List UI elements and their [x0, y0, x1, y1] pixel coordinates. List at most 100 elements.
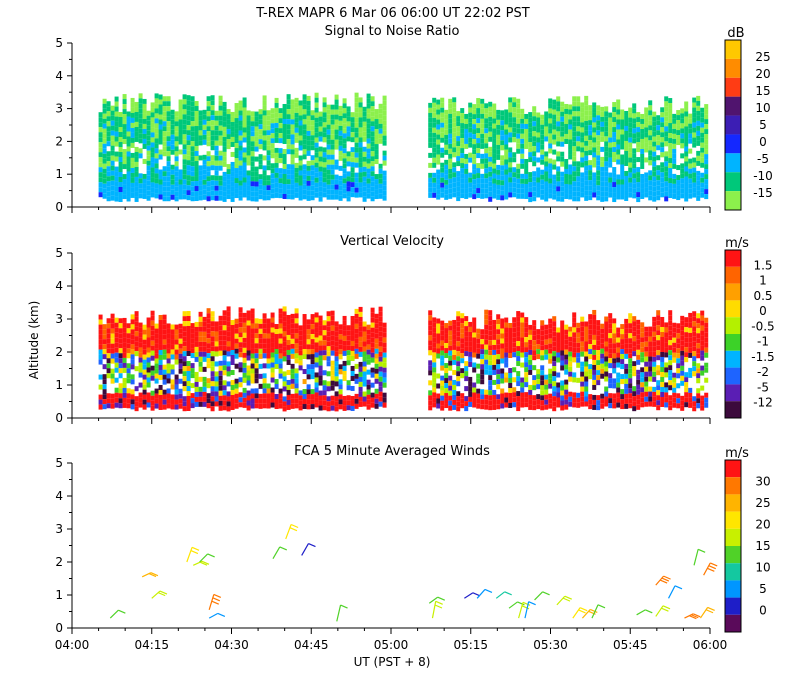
- heatmap-cell: [126, 186, 131, 192]
- heatmap-cell: [126, 111, 131, 117]
- heatmap-cell: [532, 335, 537, 341]
- heatmap-cell: [532, 395, 537, 401]
- heatmap-cell: [596, 375, 601, 381]
- heatmap-cell: [218, 315, 223, 321]
- heatmap-cell: [556, 357, 561, 363]
- heatmap-cell: [500, 393, 505, 399]
- heatmap-cell: [182, 331, 187, 337]
- heatmap-cell: [488, 126, 493, 132]
- heatmap-cell: [468, 137, 473, 143]
- heatmap-cell: [146, 195, 151, 201]
- heatmap-cell: [338, 399, 343, 405]
- heatmap-cell: [118, 137, 123, 143]
- heatmap-cell: [636, 369, 641, 375]
- heatmap-cell: [624, 363, 629, 369]
- heatmap-cell: [648, 361, 653, 367]
- heatmap-cell: [314, 187, 319, 193]
- heatmap-cell: [222, 106, 227, 112]
- heatmap-cell: [544, 126, 549, 132]
- heatmap-cell: [656, 385, 661, 391]
- heatmap-cell: [134, 326, 139, 332]
- heatmap-cell: [448, 188, 453, 194]
- heatmap-cell: [592, 137, 597, 143]
- heatmap-cell: [234, 173, 239, 179]
- heatmap-cell: [302, 369, 307, 375]
- heatmap-cell: [142, 384, 147, 390]
- heatmap-cell: [432, 172, 437, 178]
- heatmap-cell: [302, 139, 307, 145]
- heatmap-cell: [568, 184, 573, 190]
- heatmap-cell: [154, 388, 159, 394]
- heatmap-cell: [688, 387, 693, 393]
- heatmap-cell: [294, 152, 299, 158]
- heatmap-cell: [342, 345, 347, 351]
- heatmap-cell: [536, 192, 541, 198]
- heatmap-cell: [684, 161, 689, 167]
- heatmap-cell: [628, 182, 633, 188]
- heatmap-cell: [484, 389, 489, 395]
- heatmap-cell: [222, 405, 227, 411]
- heatmap-cell: [122, 119, 127, 125]
- heatmap-cell: [106, 131, 111, 137]
- heatmap-cell: [190, 363, 195, 369]
- heatmap-cell: [230, 340, 235, 346]
- heatmap-cell: [584, 170, 589, 176]
- heatmap-cell: [448, 178, 453, 184]
- heatmap-cell: [612, 378, 617, 384]
- heatmap-cell: [234, 138, 239, 144]
- heatmap-cell: [624, 175, 629, 181]
- heatmap-cell: [672, 128, 677, 134]
- heatmap-cell: [596, 340, 601, 346]
- heatmap-cell: [338, 389, 343, 395]
- heatmap-cell: [512, 152, 517, 158]
- heatmap-cell: [350, 320, 355, 326]
- heatmap-cell: [138, 153, 143, 159]
- heatmap-cell: [588, 354, 593, 360]
- heatmap-cell: [358, 132, 363, 138]
- heatmap-cell: [496, 139, 501, 145]
- heatmap-cell: [182, 174, 187, 180]
- heatmap-cell: [688, 158, 693, 164]
- heatmap-cell: [138, 123, 143, 129]
- heatmap-cell: [588, 374, 593, 380]
- heatmap-cell: [616, 189, 621, 195]
- heatmap-cell: [652, 156, 657, 162]
- heatmap-cell: [378, 336, 383, 342]
- heatmap-cell: [552, 139, 557, 145]
- heatmap-cell: [306, 404, 311, 410]
- heatmap-cell: [604, 186, 609, 192]
- heatmap-cell: [238, 110, 243, 116]
- heatmap-cell: [306, 399, 311, 405]
- heatmap-cell: [484, 103, 489, 109]
- heatmap-cell: [298, 125, 303, 131]
- heatmap-cell: [452, 122, 457, 128]
- heatmap-cell: [580, 147, 585, 153]
- heatmap-cell: [286, 144, 291, 150]
- heatmap-cell: [190, 176, 195, 182]
- heatmap-cell: [334, 114, 339, 120]
- heatmap-cell: [234, 188, 239, 194]
- heatmap-cell: [358, 381, 363, 387]
- heatmap-cell: [278, 113, 283, 119]
- heatmap-cell: [472, 104, 477, 110]
- heatmap-cell: [254, 393, 259, 399]
- heatmap-cell: [612, 353, 617, 359]
- heatmap-cell: [174, 359, 179, 365]
- heatmap-cell: [476, 153, 481, 159]
- heatmap-cell: [592, 177, 597, 183]
- heatmap-cell: [536, 187, 541, 193]
- heatmap-cell: [158, 139, 163, 145]
- heatmap-cell: [496, 394, 501, 400]
- heatmap-cell: [166, 378, 171, 384]
- heatmap-cell: [524, 357, 529, 363]
- heatmap-cell: [238, 185, 243, 191]
- heatmap-cell: [568, 376, 573, 382]
- heatmap-cell: [366, 349, 371, 355]
- heatmap-cell: [660, 366, 665, 372]
- heatmap-cell: [608, 152, 613, 158]
- heatmap-cell: [350, 152, 355, 158]
- heatmap-cell: [206, 186, 211, 192]
- heatmap-cell: [524, 347, 529, 353]
- heatmap-cell: [198, 356, 203, 362]
- heatmap-cell: [568, 154, 573, 160]
